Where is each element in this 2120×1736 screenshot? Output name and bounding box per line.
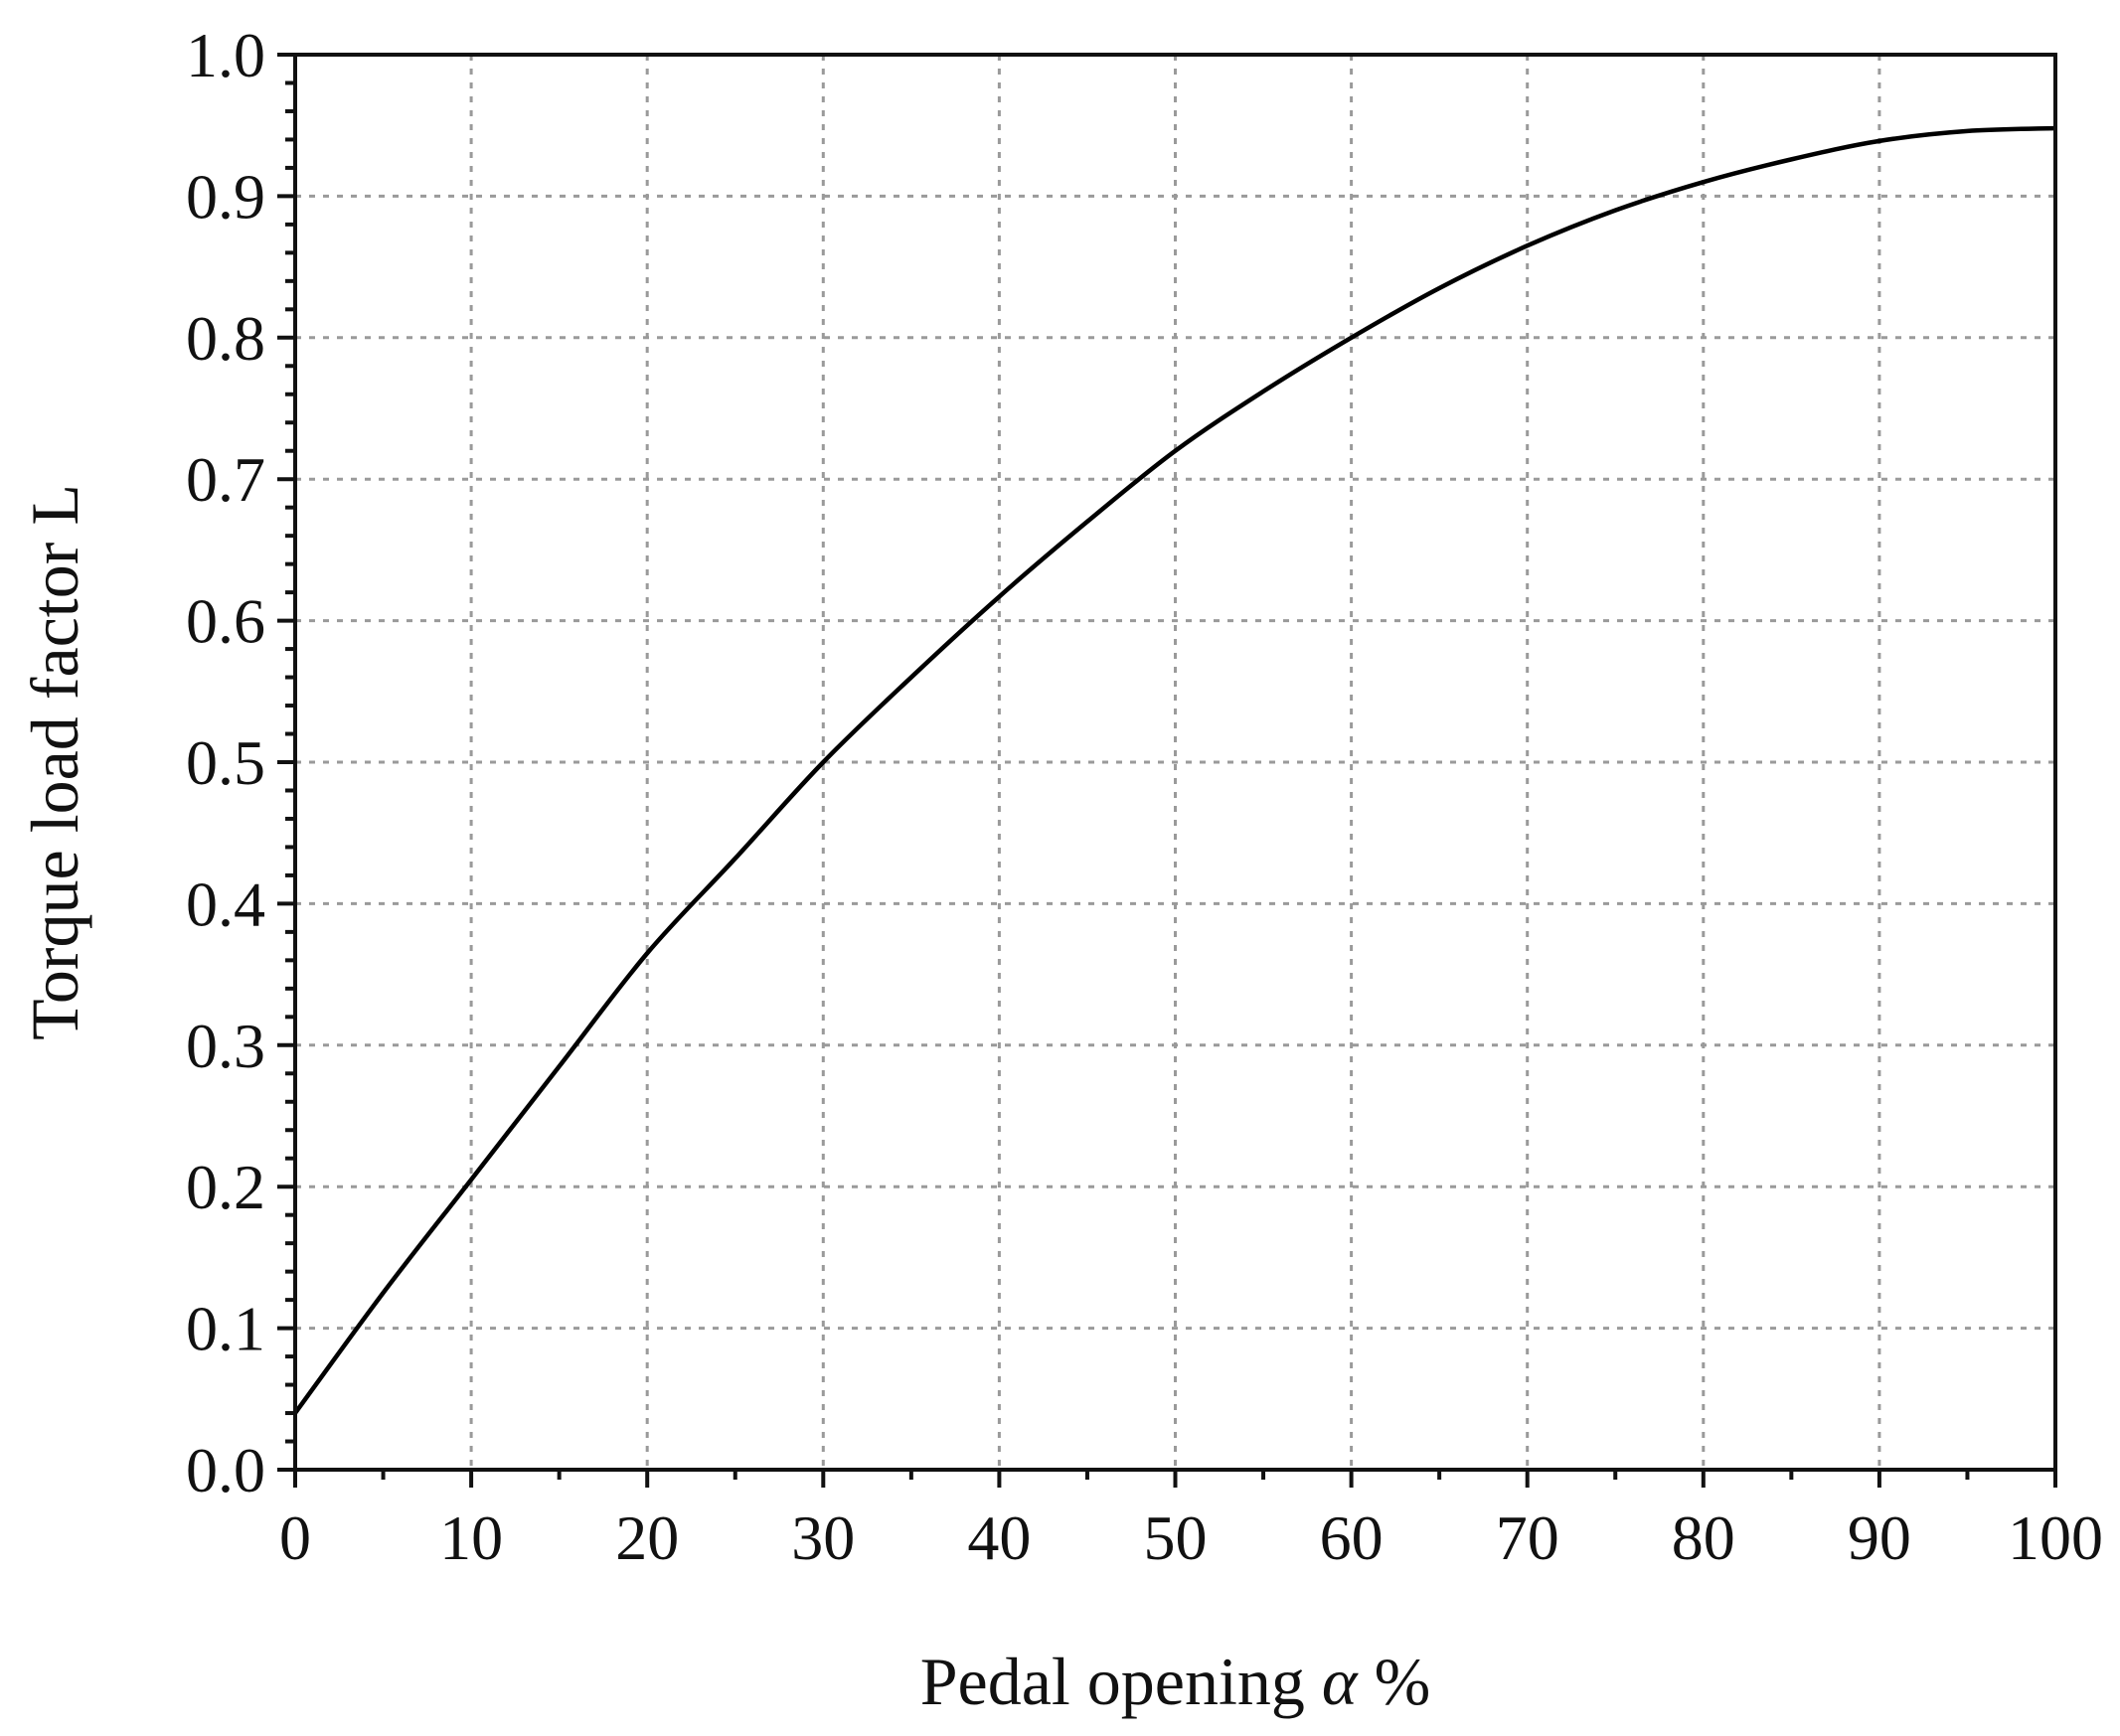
y-tick-label: 0.7	[186, 444, 265, 515]
x-tick-label: 60	[1320, 1502, 1384, 1573]
axis-ticks	[277, 53, 2057, 1488]
x-tick-label: 20	[615, 1502, 679, 1573]
x-axis-unit: %	[1375, 1644, 1431, 1719]
series-line	[293, 125, 2056, 1415]
y-tick-label: 0.6	[186, 586, 265, 657]
x-tick-label: 70	[1496, 1502, 1559, 1573]
x-tick-label: 80	[1672, 1502, 1735, 1573]
y-tick-label: 0.3	[186, 1011, 265, 1081]
x-tick-label: 40	[967, 1502, 1031, 1573]
y-tick-label: 0.4	[186, 868, 265, 939]
x-tick-label: 0	[279, 1502, 311, 1573]
grid-lines	[295, 55, 2055, 1470]
y-tick-label: 0.0	[186, 1435, 265, 1505]
x-tick-label: 10	[439, 1502, 503, 1573]
x-tick-label: 90	[1848, 1502, 1911, 1573]
y-tick-label: 1.0	[186, 20, 265, 90]
y-tick-label: 0.5	[186, 727, 265, 798]
x-axis-label-text: Pedal opening	[920, 1644, 1305, 1719]
x-tick-label: 30	[791, 1502, 855, 1573]
y-tick-label: 0.2	[186, 1152, 265, 1222]
x-axis-symbol: α	[1322, 1644, 1359, 1719]
x-tick-label: 50	[1144, 1502, 1208, 1573]
y-tick-labels: 0.0 0.1 0.2 0.3 0.4 0.5 0.6 0.7 0.8 0.9 1.0	[186, 20, 265, 1505]
x-tick-label: 100	[2008, 1502, 2103, 1573]
x-tick-labels: 0 10 20 30 40 50 60 70 80 90 100	[279, 1502, 2103, 1573]
series-layer	[293, 125, 2056, 1415]
y-tick-label: 0.8	[186, 303, 265, 374]
x-axis-label: Pedal opening α %	[920, 1644, 1431, 1719]
y-axis-label: Torque load factor L	[17, 484, 92, 1040]
y-tick-label: 0.1	[186, 1294, 265, 1364]
y-tick-label: 0.9	[186, 161, 265, 232]
